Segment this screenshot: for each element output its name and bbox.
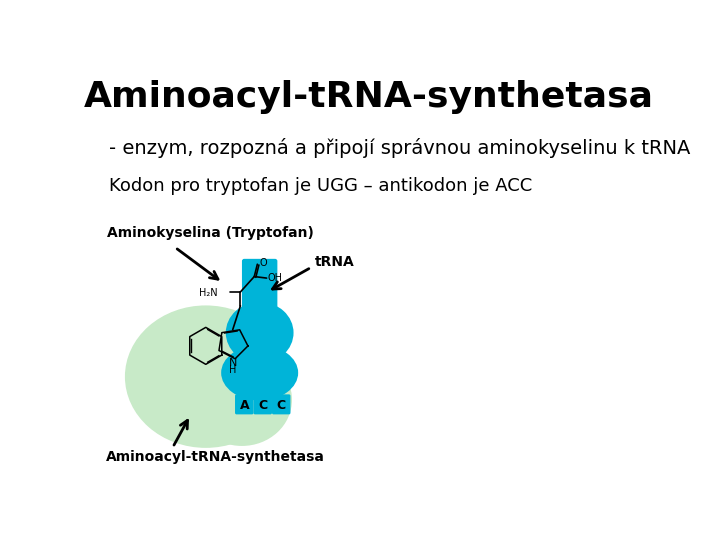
FancyBboxPatch shape bbox=[272, 394, 290, 414]
FancyBboxPatch shape bbox=[235, 394, 253, 414]
FancyBboxPatch shape bbox=[249, 323, 271, 365]
Ellipse shape bbox=[226, 302, 294, 363]
Text: - enzym, rozpozná a připojí správnou aminokyselinu k tRNA: - enzym, rozpozná a připojí správnou ami… bbox=[109, 138, 690, 158]
Text: tRNA: tRNA bbox=[315, 255, 355, 269]
FancyBboxPatch shape bbox=[242, 259, 277, 321]
Text: C: C bbox=[276, 399, 286, 411]
Text: Aminoacyl-tRNA-synthetasa: Aminoacyl-tRNA-synthetasa bbox=[106, 450, 325, 464]
Text: O: O bbox=[260, 259, 267, 268]
Text: N: N bbox=[228, 358, 237, 368]
Ellipse shape bbox=[192, 354, 292, 446]
Text: Aminoacyl-tRNA-synthetasa: Aminoacyl-tRNA-synthetasa bbox=[84, 80, 654, 114]
FancyBboxPatch shape bbox=[253, 394, 272, 414]
FancyBboxPatch shape bbox=[252, 311, 267, 350]
Text: OH: OH bbox=[267, 273, 282, 283]
Text: H: H bbox=[229, 364, 236, 375]
Text: H₂N: H₂N bbox=[199, 288, 217, 299]
Text: Aminokyselina (Tryptofan): Aminokyselina (Tryptofan) bbox=[107, 226, 314, 240]
Text: A: A bbox=[240, 399, 249, 411]
Ellipse shape bbox=[221, 345, 298, 401]
Text: C: C bbox=[258, 399, 267, 411]
Ellipse shape bbox=[125, 306, 287, 448]
Text: Kodon pro tryptofan je UGG – antikodon je ACC: Kodon pro tryptofan je UGG – antikodon j… bbox=[109, 178, 532, 195]
